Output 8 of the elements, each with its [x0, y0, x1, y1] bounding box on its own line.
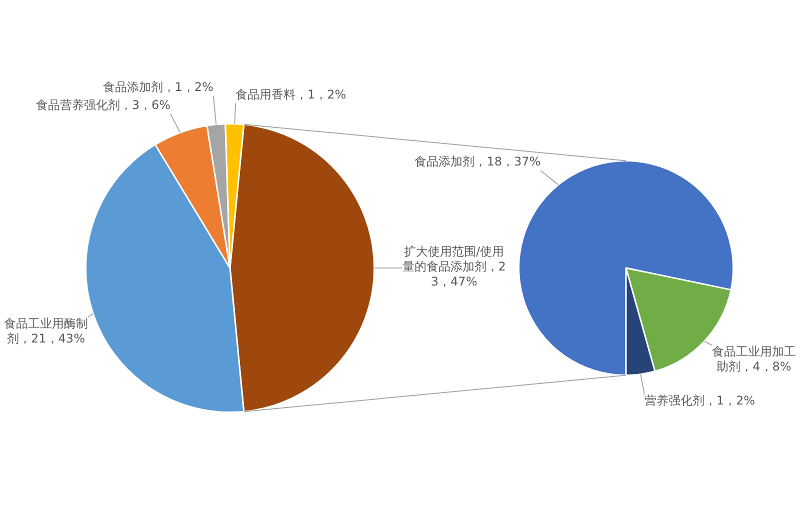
slice-label: 食品营养强化剂，3，6%: [36, 98, 171, 112]
slice-label: 扩大使用范围/使用量的食品添加剂，23，47%: [402, 244, 506, 289]
slice-label: 食品工业用加工助剂，4，8%: [712, 344, 796, 374]
slice-label: 营养强化剂，1，2%: [644, 394, 756, 408]
slice-label: 食品添加剂，18，37%: [414, 154, 541, 169]
slice-label: 食品添加剂，1，2%: [102, 80, 214, 94]
slice-label: 食品用香料，1，2%: [236, 87, 346, 102]
slice-label: 食品工业用酶制剂，21，43%: [4, 316, 88, 346]
